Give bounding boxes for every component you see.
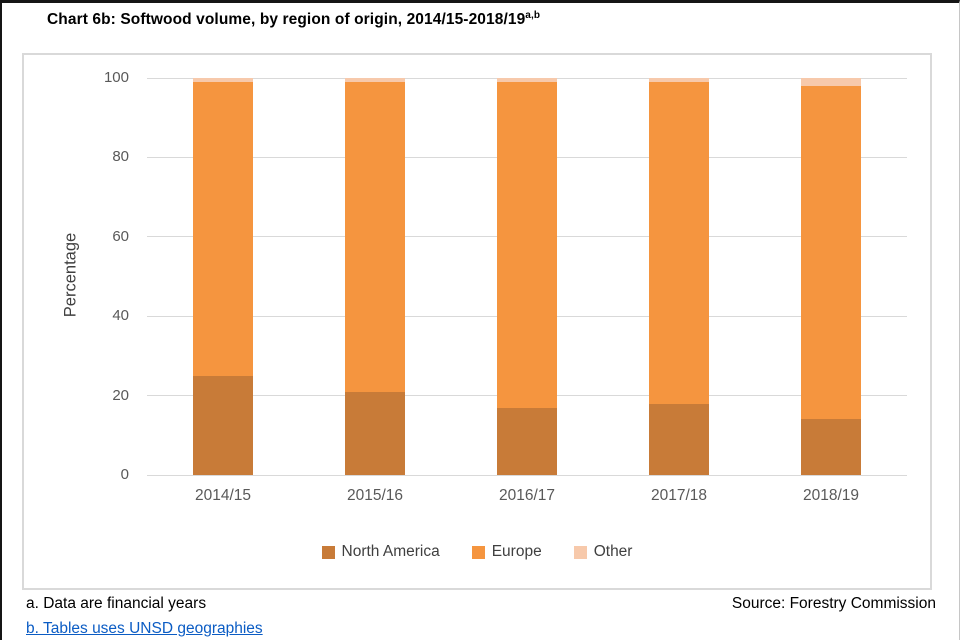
legend-swatch-north-america <box>321 545 335 559</box>
y-tick-label-0: 0 <box>120 466 129 483</box>
bar-2017-18 <box>649 78 709 475</box>
bar-segment-2016-17-other <box>497 78 557 82</box>
legend: North America Europe Other <box>24 543 930 561</box>
x-tick-label-2018-19: 2018/19 <box>802 487 860 504</box>
plot-area: 0 20 40 60 80 100 2014/15 2015/16 2016/17 2017/18… <box>104 69 907 504</box>
bar-segment-2014-15-north-america <box>193 375 253 475</box>
bar-segment-2014-15-europe <box>193 81 253 376</box>
bar-segment-2016-17-europe <box>497 81 557 408</box>
bar-segment-2018-19-north-america <box>801 419 861 475</box>
x-tick-label-2014-15: 2014/15 <box>194 487 252 504</box>
source-text: Source: Forestry Commission <box>731 595 936 612</box>
bar-segment-2018-19-europe <box>801 85 861 420</box>
chart-title-superscript: a,b <box>525 10 541 21</box>
bar-2018-19 <box>801 78 861 475</box>
chart-title-text: Chart 6b: Softwood volume, by region of … <box>47 11 526 29</box>
legend-item-europe: Europe <box>471 543 542 561</box>
y-tick-label-80: 80 <box>112 148 129 166</box>
gridline-100 <box>147 77 907 79</box>
x-tick-label-2016-17: 2016/17 <box>498 487 556 504</box>
legend-swatch-europe <box>471 545 485 559</box>
legend-label-other: Other <box>593 543 633 560</box>
bar-segment-2015-16-europe <box>345 81 405 392</box>
x-tick-label-2017-18: 2017/18 <box>650 487 708 504</box>
bar-segment-2017-18-europe <box>649 81 709 404</box>
chart-title: Chart 6b: Softwood volume, by region of … <box>47 10 540 29</box>
chart-frame: Percentage 0 20 40 60 80 100 2014/15 2015/16 201… <box>22 53 932 590</box>
footnote-a: a. Data are financial years <box>26 595 207 612</box>
footnote-b: b. Tables uses UNSD geographies <box>26 620 263 638</box>
legend-label-europe: Europe <box>491 543 542 560</box>
bar-segment-2016-17-north-america <box>497 407 557 475</box>
x-tick-label-2015-16: 2015/16 <box>346 487 404 504</box>
bar-segment-2018-19-other <box>801 78 861 86</box>
y-tick-label-40: 40 <box>112 307 129 325</box>
legend-item-other: Other <box>573 543 633 561</box>
y-tick-label-20: 20 <box>112 386 129 404</box>
bar-2016-17 <box>497 78 557 475</box>
bar-segment-2014-15-other <box>193 78 253 82</box>
bar-2015-16 <box>345 78 405 475</box>
bar-2014-15 <box>193 78 253 475</box>
legend-swatch-other <box>573 545 587 559</box>
footnote-b-link[interactable]: b. Tables uses UNSD geographies <box>26 620 263 637</box>
bar-segment-2017-18-north-america <box>649 403 709 475</box>
legend-label-north-america: North America <box>341 543 440 560</box>
legend-item-north-america: North America <box>321 543 440 561</box>
gridline-0 <box>147 474 907 476</box>
bar-segment-2015-16-north-america <box>345 391 405 475</box>
y-tick-label-60: 60 <box>112 227 129 245</box>
y-tick-label-100: 100 <box>103 69 129 86</box>
bar-segment-2015-16-other <box>345 78 405 82</box>
bar-segment-2017-18-other <box>649 78 709 82</box>
